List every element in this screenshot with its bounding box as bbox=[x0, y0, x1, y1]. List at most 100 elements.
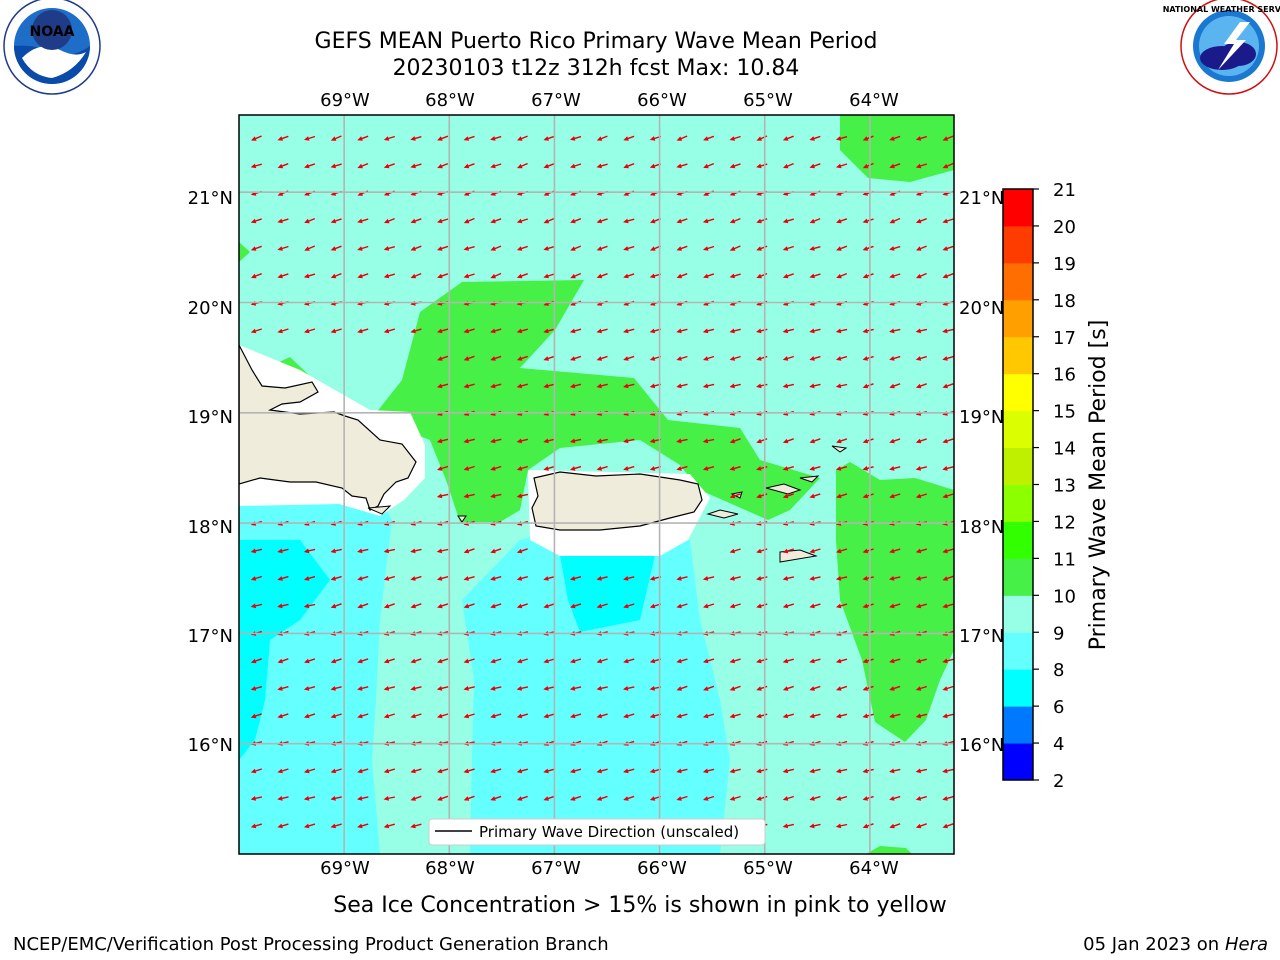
wave-vector-head bbox=[809, 768, 815, 774]
wave-vector-head bbox=[463, 328, 469, 334]
wave-vector-head bbox=[516, 493, 523, 499]
lat-label: 16°N bbox=[188, 735, 233, 756]
wave-vector-head bbox=[516, 328, 523, 334]
wave-vector-head bbox=[570, 603, 576, 609]
wave-vector-head bbox=[889, 796, 895, 801]
wave-vector-head bbox=[277, 713, 283, 719]
wave-vector-head bbox=[596, 438, 602, 444]
wave-vector-head bbox=[649, 686, 655, 691]
wave-vector-head bbox=[649, 658, 656, 664]
wave-vector-head bbox=[942, 658, 948, 664]
wave-vector-head bbox=[915, 658, 922, 664]
period-band-8-9-central bbox=[462, 530, 730, 854]
wave-vector-head bbox=[889, 576, 895, 581]
wave-vector-head bbox=[410, 603, 416, 609]
wave-vector-head bbox=[490, 576, 496, 581]
wave-vector-head bbox=[889, 356, 895, 361]
wave-vector-head bbox=[862, 576, 868, 581]
wave-period-map bbox=[239, 115, 954, 854]
wave-vector-head bbox=[649, 713, 656, 719]
wave-vector-head bbox=[862, 246, 869, 251]
colorbar-level bbox=[1003, 669, 1033, 707]
wave-vector-head bbox=[623, 576, 629, 581]
wave-vector-head bbox=[596, 356, 603, 361]
wave-vector-head bbox=[436, 493, 443, 499]
wave-vector-head bbox=[942, 136, 949, 141]
wave-vector-head bbox=[277, 686, 283, 691]
wave-vector-head bbox=[916, 273, 922, 279]
wave-vector-head bbox=[889, 218, 895, 224]
wave-vector-head bbox=[729, 493, 736, 499]
wave-vector-head bbox=[729, 136, 736, 141]
wave-vector-head bbox=[596, 246, 603, 251]
wave-vector-head bbox=[437, 218, 443, 224]
wave-vector-head bbox=[357, 136, 363, 141]
wave-vector-head bbox=[809, 686, 815, 691]
wave-vector-head bbox=[569, 328, 576, 334]
wave-vector-head bbox=[437, 328, 443, 334]
wave-vector-head bbox=[915, 713, 922, 719]
wave-vector-head bbox=[889, 383, 895, 389]
colorbar-level bbox=[1003, 225, 1033, 264]
wave-vector-head bbox=[676, 466, 682, 471]
wave-vector-head bbox=[729, 768, 735, 774]
wave-vector-head bbox=[596, 768, 602, 774]
wave-vector-head bbox=[756, 246, 762, 251]
wave-vector-head bbox=[889, 548, 895, 554]
colorbar-tick-label: 18 bbox=[1053, 291, 1076, 312]
wave-vector-head bbox=[543, 246, 549, 251]
wave-vector-head bbox=[703, 356, 709, 361]
wave-vector-head bbox=[623, 218, 629, 224]
wave-vector-head bbox=[915, 823, 922, 829]
wave-vector-head bbox=[516, 466, 523, 471]
wave-vector-head bbox=[729, 603, 736, 609]
wave-vector-head bbox=[516, 713, 523, 719]
wave-vector-head bbox=[490, 246, 496, 251]
wave-vector-head bbox=[783, 163, 789, 169]
wave-vector-head bbox=[889, 686, 895, 691]
wave-vector-head bbox=[862, 163, 869, 169]
wave-vector-head bbox=[623, 796, 629, 801]
wave-vector-head bbox=[516, 273, 523, 279]
wave-vector-head bbox=[889, 493, 895, 499]
wave-vector-head bbox=[729, 163, 736, 169]
wave-vector-head bbox=[862, 273, 869, 279]
lon-label: 67°W bbox=[531, 90, 581, 111]
colorbar-tick-label: 12 bbox=[1053, 512, 1076, 533]
wave-vector-head bbox=[410, 686, 416, 691]
wave-vector-head bbox=[889, 713, 895, 719]
colorbar-level bbox=[1003, 447, 1033, 485]
wave-vector-head bbox=[596, 273, 603, 279]
wave-vector-head bbox=[623, 713, 629, 719]
wave-vector-head bbox=[676, 218, 682, 224]
wave-vector-head bbox=[649, 136, 656, 141]
wave-vector-head bbox=[357, 658, 363, 664]
wave-vector-head bbox=[836, 218, 842, 224]
wave-vector-head bbox=[676, 713, 682, 719]
wave-vector-head bbox=[836, 246, 842, 251]
wave-vector-head bbox=[915, 136, 922, 141]
wave-vector-head bbox=[809, 273, 815, 279]
wave-vector-head bbox=[703, 191, 709, 196]
noaa-logo: NOAA bbox=[3, 0, 101, 95]
wave-vector-head bbox=[942, 466, 948, 471]
wave-vector-head bbox=[463, 218, 470, 224]
lat-label: 21°N bbox=[188, 188, 233, 209]
wave-vector-head bbox=[676, 603, 682, 609]
wave-vector-head bbox=[782, 576, 789, 581]
wave-vector-head bbox=[729, 686, 736, 691]
wave-vector-head bbox=[569, 438, 576, 444]
wave-vector-head bbox=[862, 686, 869, 691]
wave-vector-head bbox=[889, 658, 895, 664]
wave-vector-head bbox=[676, 356, 682, 361]
wave-vector-head bbox=[889, 466, 895, 471]
wave-vector-head bbox=[729, 328, 735, 334]
wave-vector-head bbox=[703, 603, 709, 609]
wave-vector-head bbox=[623, 136, 629, 141]
wave-vector-head bbox=[436, 686, 443, 691]
wave-vector-head bbox=[437, 163, 443, 169]
colorbar-level bbox=[1003, 373, 1033, 412]
lat-label: 17°N bbox=[188, 626, 233, 647]
wave-vector-head bbox=[250, 548, 257, 554]
